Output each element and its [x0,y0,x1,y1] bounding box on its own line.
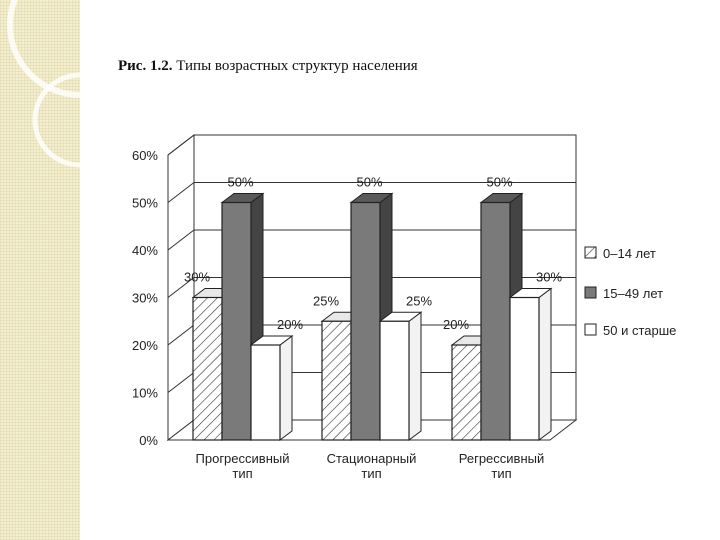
x-tick-label-line: Регрессивный [459,451,544,466]
figure-title: Типы возрастных структур населения [176,58,418,74]
y-tick-label: 40% [132,243,158,258]
figure-number: Рис. 1.2. [118,58,173,74]
y-tick-label: 50% [132,196,158,211]
bar [192,296,223,441]
y-tick-label: 30% [132,291,158,306]
bar-side [279,335,293,441]
bar [321,320,352,441]
legend: 0–14 лет 15–49 лет 50 и старше [584,246,676,338]
data-label: 25% [313,293,339,308]
legend-swatch [584,246,597,259]
x-tick-label: Прогрессивный тип [196,451,290,481]
x-tick-label: Стационарный тип [327,451,417,481]
bar [480,201,511,441]
x-tick-label-line: тип [491,466,511,481]
data-label: 30% [536,270,562,285]
legend-swatch [584,323,597,336]
grid-lines [167,134,576,393]
bar [509,296,540,441]
data-label: 20% [277,317,303,332]
legend-swatch [584,286,597,299]
x-tick-label-line: Стационарный [327,451,417,466]
bar-side [408,311,422,441]
legend-label: 50 и старше [603,323,676,338]
bar [350,201,381,441]
bars: 30% 50% 20% 25% 50% 25% 20% 50% 30% [184,175,562,441]
y-axis-ticks: 0% 10% 20% 30% 40% 50% 60% [132,148,158,448]
data-label: 50% [486,175,512,190]
grid-line [167,134,576,156]
data-label: 50% [356,175,382,190]
bar [379,320,410,441]
y-tick-label: 0% [139,433,158,448]
y-tick-label: 20% [132,338,158,353]
grid-line [167,277,576,298]
data-label: 20% [443,317,469,332]
x-tick-label-line: тип [361,466,381,481]
legend-label: 0–14 лет [603,246,656,261]
bar [451,344,482,441]
bar [221,201,252,441]
y-tick-label: 60% [132,148,158,163]
data-label: 30% [184,270,210,285]
x-tick-label: Регрессивный тип [459,451,544,481]
grid-line [167,229,576,251]
grid-line [167,182,576,203]
decorative-side-strip [0,0,80,540]
data-label: 50% [227,175,253,190]
legend-label: 15–49 лет [603,286,663,301]
figure-caption: Рис. 1.2. Типы возрастных структур насел… [118,58,418,75]
decorative-circles [7,0,80,168]
x-tick-label-line: Прогрессивный [196,451,290,466]
data-label: 25% [406,293,432,308]
bar [250,344,281,441]
x-tick-label-line: тип [232,466,252,481]
y-tick-label: 10% [132,386,158,401]
bar-side [538,287,552,441]
